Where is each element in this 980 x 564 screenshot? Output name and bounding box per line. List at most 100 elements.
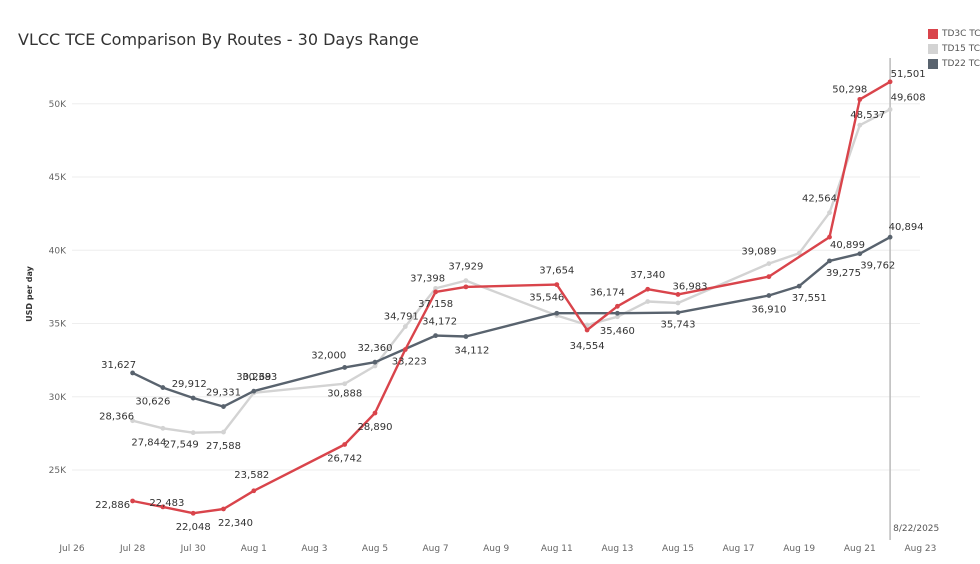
x-tick-label: Aug 23 — [904, 544, 936, 554]
x-tick-label: Aug 3 — [301, 544, 327, 554]
data-point-td15 — [615, 314, 620, 320]
data-point-td15 — [645, 299, 651, 304]
data-point-td22 — [160, 385, 166, 390]
data-label-td15: 49,608 — [891, 92, 926, 103]
data-point-td3c — [615, 303, 620, 309]
data-label-td3c: 22,483 — [149, 498, 184, 509]
data-label-td22: 39,762 — [860, 261, 895, 272]
x-tick-label: Aug 15 — [662, 544, 694, 554]
data-label-td22: 32,360 — [358, 343, 393, 354]
data-point-td3c — [645, 286, 651, 292]
x-tick-label: Jul 26 — [58, 544, 84, 554]
data-label-td22: 35,743 — [661, 320, 696, 331]
legend-swatch-td3c — [928, 28, 938, 39]
data-label-td22: 31,627 — [101, 360, 136, 371]
chart-title: VLCC TCE Comparison By Routes - 30 Days … — [18, 30, 419, 49]
legend-item-td15[interactable]: TD15 TCE — [928, 41, 980, 56]
data-label-td15: 35,460 — [600, 326, 635, 337]
data-point-td3c — [584, 327, 590, 333]
data-label-td3c: 23,582 — [234, 470, 269, 481]
x-tick-label: Aug 21 — [844, 544, 876, 554]
data-point-td22 — [130, 370, 136, 376]
data-point-td22 — [342, 365, 348, 370]
x-tick-label: Jul 30 — [180, 544, 206, 554]
chart-legend[interactable]: TD3C TCE TD15 TCE TD22 TCE — [928, 26, 980, 71]
data-label-td22: 36,910 — [751, 305, 786, 316]
data-point-td22 — [675, 310, 681, 316]
data-label-td15: 37,929 — [448, 262, 483, 273]
data-point-td22 — [766, 293, 772, 298]
data-point-td3c — [463, 284, 469, 290]
data-point-td3c — [433, 289, 438, 295]
data-label-td22: 34,112 — [454, 346, 489, 357]
data-label-td22: 39,275 — [826, 268, 861, 279]
data-point-td22 — [251, 388, 257, 394]
y-axis-label: USD per day — [25, 265, 34, 321]
y-tick-label: 35K — [49, 320, 67, 330]
data-label-td3c: 22,048 — [176, 522, 211, 533]
data-point-td3c — [130, 498, 136, 504]
legend-swatch-td22 — [928, 58, 938, 69]
data-label-td3c: 22,340 — [218, 518, 253, 529]
x-tick-label: Aug 13 — [601, 544, 633, 554]
data-point-td3c — [251, 488, 257, 494]
data-label-td3c: 33,223 — [392, 357, 427, 368]
data-label-td15: 42,564 — [802, 194, 837, 205]
y-tick-label: 25K — [49, 466, 67, 476]
data-label-td3c: 36,174 — [590, 287, 625, 298]
data-point-td22 — [615, 310, 620, 316]
data-point-td22 — [221, 404, 226, 409]
data-label-td3c: 36,983 — [673, 281, 708, 292]
data-point-td15 — [887, 107, 893, 112]
data-point-td3c — [675, 292, 681, 297]
data-point-td15 — [766, 261, 772, 266]
data-label-td3c: 40,899 — [830, 240, 865, 251]
data-point-td22 — [554, 310, 560, 316]
reference-line-label: 8/22/2025 — [893, 524, 939, 534]
data-point-td22 — [796, 283, 802, 289]
data-point-td15 — [130, 418, 136, 424]
data-point-td15 — [433, 285, 438, 291]
x-tick-label: Aug 7 — [423, 544, 449, 554]
y-tick-label: 50K — [49, 100, 67, 110]
data-point-td15 — [221, 429, 226, 435]
legend-item-td3c[interactable]: TD3C TCE — [928, 26, 980, 41]
data-point-td15 — [796, 250, 802, 256]
data-label-td3c: 28,890 — [358, 422, 393, 433]
data-label-td3c: 34,554 — [570, 341, 605, 352]
data-point-td15 — [190, 430, 196, 436]
series-line-td15 — [132, 108, 891, 434]
legend-label-td22: TD22 TCE — [942, 58, 980, 69]
data-point-td22 — [857, 251, 863, 257]
data-point-td22 — [433, 333, 438, 339]
data-point-td22 — [190, 395, 196, 401]
data-label-td22: 30,383 — [242, 372, 277, 383]
data-label-td15: 48,537 — [850, 110, 885, 121]
data-point-td3c — [554, 282, 560, 288]
data-point-td15 — [827, 210, 832, 216]
data-label-td22: 40,894 — [889, 222, 924, 233]
data-label-td15: 37,398 — [410, 273, 445, 284]
legend-item-td22[interactable]: TD22 TCE — [928, 56, 980, 71]
data-label-td3c: 37,340 — [630, 270, 665, 281]
data-point-td22 — [463, 334, 469, 339]
y-tick-label: 40K — [49, 246, 67, 256]
data-label-td22: 32,000 — [311, 350, 346, 361]
data-label-td22: 30,626 — [135, 397, 170, 408]
data-label-td15: 27,588 — [206, 441, 241, 452]
data-label-td3c: 37,158 — [418, 299, 453, 310]
y-tick-label: 45K — [49, 173, 67, 183]
data-label-td3c: 22,886 — [95, 500, 130, 511]
data-point-td15 — [342, 381, 348, 387]
data-point-td22 — [827, 258, 832, 264]
x-tick-label: Aug 11 — [541, 544, 573, 554]
legend-swatch-td15 — [928, 43, 938, 54]
data-point-td15 — [372, 363, 378, 369]
data-point-td15 — [463, 278, 469, 283]
data-label-td15: 27,844 — [131, 437, 166, 448]
y-tick-label: 30K — [49, 393, 67, 403]
data-label-td22: 29,912 — [172, 379, 207, 390]
data-label-td15: 30,269 — [236, 372, 271, 383]
data-label-td15: 39,089 — [741, 247, 776, 258]
